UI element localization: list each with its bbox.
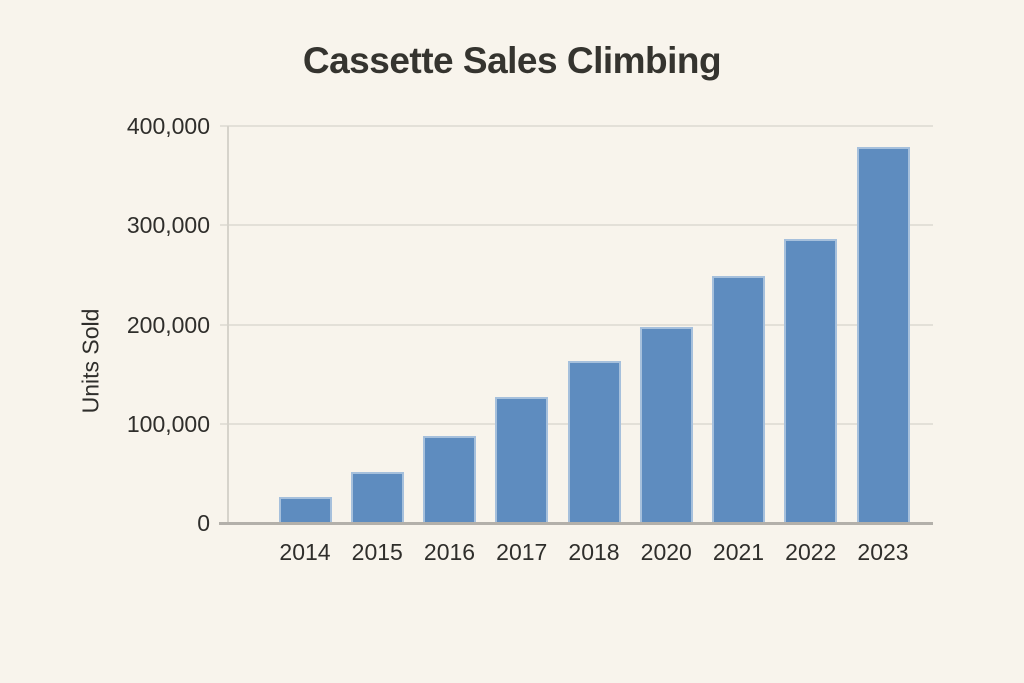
y-tick-label: 100,000 (126, 410, 210, 437)
y-tick-label: 400,000 (126, 113, 210, 139)
bar-2017 (495, 396, 549, 523)
bar-2016 (423, 435, 476, 523)
y-tick-label: 200,000 (126, 311, 210, 338)
bar-2014 (278, 497, 332, 523)
plot-area (228, 126, 933, 523)
x-tick-label: 2022 (785, 539, 837, 565)
x-tick-label: 2023 (857, 539, 909, 565)
x-tick-label: 2018 (568, 539, 620, 565)
x-tick-label: 2016 (423, 539, 476, 565)
gridline (220, 224, 933, 227)
bar-2022 (784, 239, 838, 523)
x-axis-baseline (219, 522, 933, 525)
x-tick-label: 2020 (640, 539, 692, 565)
bar-2023 (856, 146, 910, 523)
x-tick-label: 2017 (496, 539, 548, 565)
bar-2020 (639, 327, 693, 523)
chart-title: Cassette Sales Climbing (302, 40, 722, 81)
y-tick-label: 0 (197, 510, 210, 536)
gridline (220, 125, 933, 127)
x-tick-label: 2014 (279, 539, 331, 565)
x-tick-label: 2015 (351, 539, 403, 565)
y-axis-line (227, 126, 229, 524)
gridline (220, 323, 933, 326)
bar-2021 (712, 275, 765, 523)
bar-2018 (567, 361, 621, 523)
x-tick-label: 2021 (712, 539, 765, 565)
y-tick-label: 300,000 (126, 212, 210, 239)
bar-2015 (350, 472, 404, 523)
